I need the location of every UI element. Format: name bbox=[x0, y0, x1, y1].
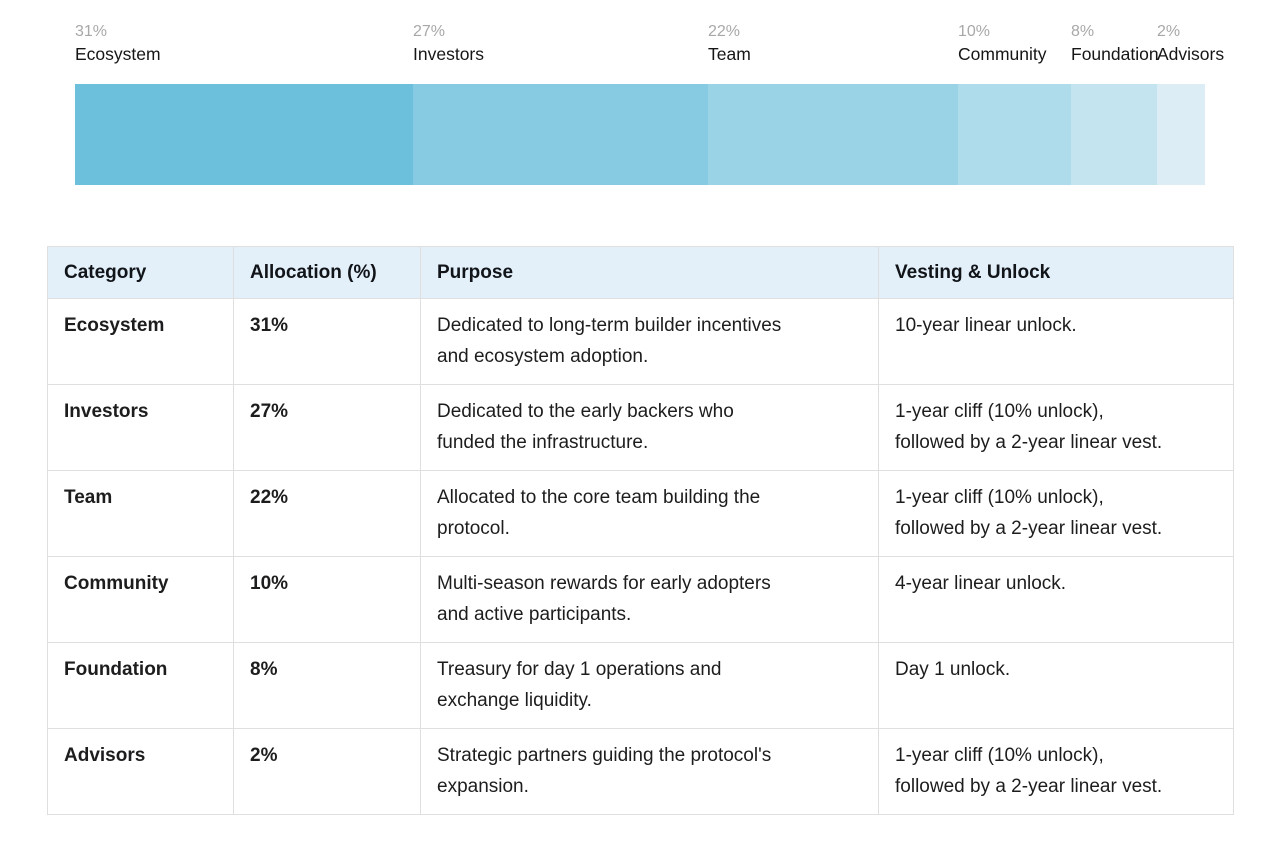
segment-percent: 22% bbox=[708, 23, 741, 40]
table-row: Ecosystem 31% Dedicated to long-term build… bbox=[47, 298, 1234, 385]
table-row: Investors 27% Dedicated to the early backe… bbox=[47, 384, 1234, 471]
segment-name: Advisors bbox=[1157, 44, 1225, 64]
table-row: Community 10% Multi-season rewards for ear… bbox=[47, 556, 1234, 643]
bar-segment-foundation bbox=[1071, 84, 1157, 185]
cell-category: Investors bbox=[47, 384, 234, 471]
segment-label-community: 10% Community bbox=[958, 22, 1047, 67]
column-header-vesting: Vesting & Unlock bbox=[878, 246, 1234, 299]
cell-category: Team bbox=[47, 470, 234, 557]
cell-allocation: 8% bbox=[233, 642, 421, 729]
segment-labels: 31% Ecosystem 27% Investors 22% Team 10% Commun… bbox=[75, 22, 1224, 68]
column-header-allocation: Allocation (%) bbox=[233, 246, 421, 299]
cell-purpose: Strategic partners guiding the protocol'… bbox=[420, 728, 879, 815]
cell-purpose: Dedicated to long-term builder incentive… bbox=[420, 298, 879, 385]
cell-purpose: Multi-season rewards for early adopters … bbox=[420, 556, 879, 643]
segment-percent: 10% bbox=[958, 23, 991, 40]
segment-percent: 8% bbox=[1071, 23, 1095, 40]
bar-segment-advisors bbox=[1157, 84, 1205, 185]
allocation-chart: 31% Ecosystem 27% Investors 22% Team 10% Commun… bbox=[75, 22, 1224, 186]
table-body: Ecosystem 31% Dedicated to long-term build… bbox=[47, 298, 1234, 815]
segment-percent: 2% bbox=[1157, 23, 1181, 40]
segment-percent: 31% bbox=[75, 23, 108, 40]
cell-allocation: 10% bbox=[233, 556, 421, 643]
segment-label-ecosystem: 31% Ecosystem bbox=[75, 22, 161, 67]
segment-label-investors: 27% Investors bbox=[413, 22, 484, 67]
table-row: Advisors 2% Strategic partners guiding the… bbox=[47, 728, 1234, 815]
cell-allocation: 22% bbox=[233, 470, 421, 557]
cell-allocation: 2% bbox=[233, 728, 421, 815]
cell-vesting: 1-year cliff (10% unlock), followed by a… bbox=[878, 470, 1234, 557]
cell-purpose: Dedicated to the early backers who funde… bbox=[420, 384, 879, 471]
cell-purpose: Allocated to the core team building the … bbox=[420, 470, 879, 557]
allocation-bar bbox=[75, 84, 1205, 185]
segment-name: Foundation bbox=[1071, 44, 1159, 64]
column-header-category: Category bbox=[47, 246, 234, 299]
segment-label-advisors: 2% Advisors bbox=[1157, 22, 1224, 67]
bar-segment-community bbox=[958, 84, 1071, 185]
cell-allocation: 31% bbox=[233, 298, 421, 385]
bar-segment-ecosystem bbox=[75, 84, 413, 185]
segment-name: Team bbox=[708, 44, 751, 64]
segment-label-team: 22% Team bbox=[708, 22, 751, 67]
allocation-table: Category Allocation (%) Purpose Vesting … bbox=[47, 246, 1234, 815]
cell-vesting: 1-year cliff (10% unlock), followed by a… bbox=[878, 384, 1234, 471]
cell-vesting: Day 1 unlock. bbox=[878, 642, 1234, 729]
table-row: Team 22% Allocated to the core team buildi… bbox=[47, 470, 1234, 557]
bar-segment-team bbox=[708, 84, 958, 185]
cell-category: Community bbox=[47, 556, 234, 643]
segment-label-foundation: 8% Foundation bbox=[1071, 22, 1159, 67]
cell-vesting: 4-year linear unlock. bbox=[878, 556, 1234, 643]
cell-vesting: 1-year cliff (10% unlock), followed by a… bbox=[878, 728, 1234, 815]
table-header-row: Category Allocation (%) Purpose Vesting … bbox=[47, 246, 1234, 299]
bar-segment-investors bbox=[413, 84, 708, 185]
cell-vesting: 10-year linear unlock. bbox=[878, 298, 1234, 385]
table-row: Foundation 8% Treasury for day 1 operation… bbox=[47, 642, 1234, 729]
cell-category: Advisors bbox=[47, 728, 234, 815]
segment-percent: 27% bbox=[413, 23, 446, 40]
segment-name: Investors bbox=[413, 44, 484, 64]
column-header-purpose: Purpose bbox=[420, 246, 879, 299]
cell-category: Foundation bbox=[47, 642, 234, 729]
segment-name: Ecosystem bbox=[75, 44, 161, 64]
cell-purpose: Treasury for day 1 operations and exchan… bbox=[420, 642, 879, 729]
segment-name: Community bbox=[958, 44, 1047, 64]
cell-allocation: 27% bbox=[233, 384, 421, 471]
cell-category: Ecosystem bbox=[47, 298, 234, 385]
